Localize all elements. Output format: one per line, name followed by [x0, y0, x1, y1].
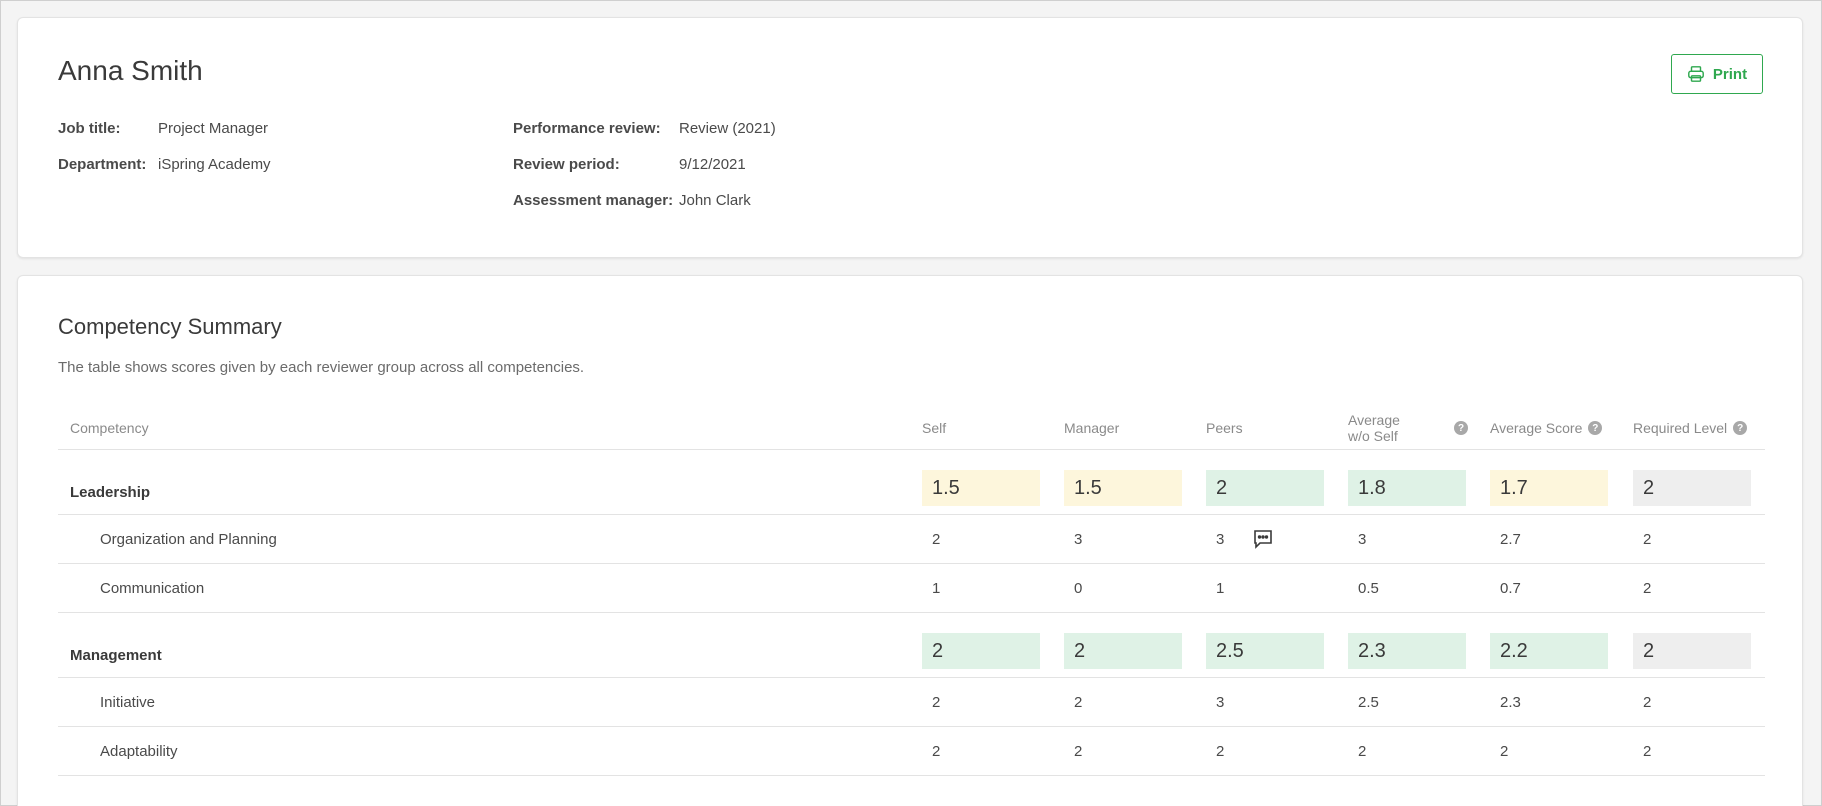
average-score: 2.7 — [1500, 531, 1521, 548]
review-period-value: 9/12/2021 — [679, 156, 746, 173]
employee-name: Anna Smith — [58, 55, 203, 86]
required-level: 2 — [1633, 633, 1751, 669]
average-wo-self-score: 2.3 — [1348, 633, 1466, 669]
print-button-label: Print — [1712, 65, 1748, 83]
column-header-required-level[interactable]: Required Level ? — [1633, 406, 1748, 450]
performance-review-label: Performance review: — [513, 120, 661, 137]
column-header-peers[interactable]: Peers — [1206, 420, 1243, 436]
average-wo-self-score: 1.8 — [1348, 470, 1466, 506]
average-wo-self-score: 2 — [1358, 743, 1367, 760]
self-score: 1.5 — [922, 470, 1040, 506]
section-description: The table shows scores given by each rev… — [58, 359, 585, 376]
competency-name: Communication — [100, 580, 205, 597]
assessment-manager-row: Assessment manager: John Clark — [513, 192, 751, 209]
manager-score: 1.5 — [1064, 470, 1182, 506]
job-title-row: Job title: Project Manager — [58, 120, 268, 137]
self-score: 1 — [932, 580, 941, 597]
average-wo-self-score: 2.5 — [1358, 694, 1379, 711]
column-header-average-wo-self[interactable]: Average w/o Self ? — [1348, 406, 1468, 450]
print-button[interactable]: Print — [1671, 54, 1763, 94]
department-value: iSpring Academy — [158, 156, 271, 173]
peers-score: 3 — [1216, 531, 1225, 548]
department-label: Department: — [58, 156, 147, 173]
competency-group-row[interactable]: Leadership 1.5 1.5 2 1.8 1.7 2 — [58, 450, 1765, 515]
manager-score: 2 — [1074, 694, 1083, 711]
manager-score: 2 — [1074, 743, 1083, 760]
section-title: Competency Summary — [58, 314, 282, 339]
competency-name: Adaptability — [100, 743, 178, 760]
column-header-competency[interactable]: Competency — [70, 420, 149, 436]
peers-score: 2 — [1206, 470, 1324, 506]
peers-score: 2.5 — [1206, 633, 1324, 669]
manager-score: 0 — [1074, 580, 1083, 597]
column-header-average-score[interactable]: Average Score ? — [1490, 406, 1603, 450]
required-level: 2 — [1643, 531, 1652, 548]
column-header-manager[interactable]: Manager — [1064, 420, 1120, 436]
review-period-label: Review period: — [513, 156, 620, 173]
competency-row[interactable]: Communication 1 0 1 0.5 0.7 2 — [58, 564, 1765, 613]
required-level: 2 — [1643, 743, 1652, 760]
competency-group-name: Leadership — [70, 484, 151, 501]
average-wo-self-score: 0.5 — [1358, 580, 1379, 597]
competency-summary-card: Competency Summary The table shows score… — [17, 275, 1803, 806]
self-score: 2 — [922, 633, 1040, 669]
required-level: 2 — [1643, 694, 1652, 711]
employee-card: Anna Smith Print Job title: Project Mana… — [17, 17, 1803, 258]
required-level: 2 — [1643, 580, 1652, 597]
competency-name: Organization and Planning — [100, 531, 277, 548]
average-score: 2 — [1500, 743, 1509, 760]
average-wo-self-score: 3 — [1358, 531, 1367, 548]
competency-group-row[interactable]: Management 2 2 2.5 2.3 2.2 2 — [58, 613, 1765, 678]
competency-table: Competency Self Manager Peers Average w/… — [58, 406, 1765, 776]
self-score: 2 — [932, 694, 941, 711]
competency-group-name: Management — [70, 647, 162, 664]
help-icon[interactable]: ? — [1454, 421, 1468, 435]
assessment-manager-label: Assessment manager: — [513, 192, 674, 209]
help-icon[interactable]: ? — [1733, 421, 1748, 435]
manager-score: 2 — [1064, 633, 1182, 669]
peers-score: 2 — [1216, 743, 1225, 760]
competency-name: Initiative — [100, 694, 156, 711]
department-row: Department: iSpring Academy — [58, 156, 271, 173]
average-score: 2.2 — [1490, 633, 1608, 669]
help-icon[interactable]: ? — [1588, 421, 1603, 435]
average-score: 0.7 — [1500, 580, 1521, 597]
comment-icon[interactable] — [1252, 528, 1274, 550]
table-header: Competency Self Manager Peers Average w/… — [58, 406, 1765, 450]
manager-score: 3 — [1074, 531, 1083, 548]
job-title-value: Project Manager — [158, 120, 269, 137]
assessment-manager-value: John Clark — [679, 192, 751, 209]
review-period-row: Review period: 9/12/2021 — [513, 156, 746, 173]
peers-score: 3 — [1216, 694, 1225, 711]
printer-icon — [1687, 66, 1704, 82]
competency-row[interactable]: Adaptability 2 2 2 2 2 2 — [58, 727, 1765, 776]
performance-review-value: Review (2021) — [679, 120, 776, 137]
column-header-self[interactable]: Self — [922, 420, 947, 436]
peers-score: 1 — [1216, 580, 1225, 597]
average-score: 2.3 — [1500, 694, 1521, 711]
job-title-label: Job title: — [58, 120, 121, 137]
competency-row[interactable]: Organization and Planning 2 3 3 3 2.7 2 — [58, 515, 1765, 564]
self-score: 2 — [932, 531, 941, 548]
performance-review-row: Performance review: Review (2021) — [513, 120, 776, 137]
average-score: 1.7 — [1490, 470, 1608, 506]
competency-row[interactable]: Initiative 2 2 3 2.5 2.3 2 — [58, 678, 1765, 727]
required-level: 2 — [1633, 470, 1751, 506]
self-score: 2 — [932, 743, 941, 760]
